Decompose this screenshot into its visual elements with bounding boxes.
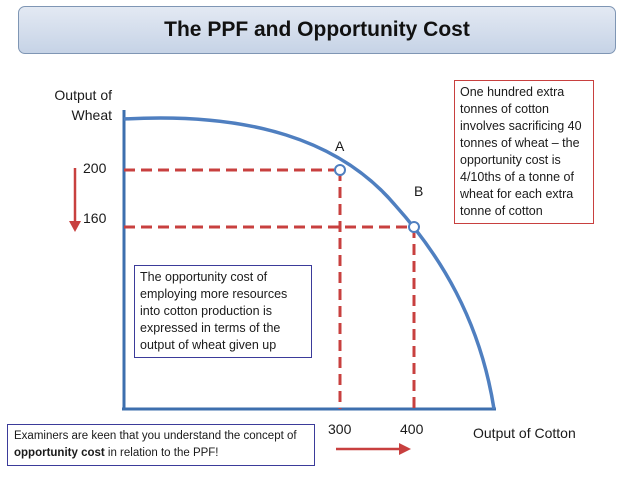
x-tick-400: 400 — [400, 421, 424, 437]
y-axis-label: Output of Wheat — [38, 85, 112, 125]
examiner-tip-text-1: Examiners are keen that you understand t… — [14, 430, 297, 442]
y-axis-label-line2: Wheat — [71, 107, 112, 123]
examiner-tip-bold: opportunity cost — [14, 447, 105, 459]
point-b-marker — [408, 221, 420, 233]
title-banner: The PPF and Opportunity Cost — [18, 6, 616, 54]
down-arrow-head — [69, 221, 81, 232]
x-axis-label: Output of Cotton — [473, 425, 576, 441]
opportunity-cost-definition-note: The opportunity cost of employing more r… — [134, 265, 312, 358]
ppf-curve — [123, 116, 496, 410]
point-a-label: A — [335, 138, 345, 154]
y-axis-label-line1: Output of — [54, 87, 112, 103]
point-b-label: B — [414, 183, 424, 199]
y-tick-200: 200 — [83, 160, 107, 176]
examiner-tip-note: Examiners are keen that you understand t… — [7, 424, 315, 466]
right-arrow-head — [399, 443, 411, 455]
x-tick-300: 300 — [328, 421, 352, 437]
examiner-tip-text-2: in relation to the PPF! — [104, 447, 219, 459]
point-a-marker — [334, 164, 346, 176]
y-tick-160: 160 — [83, 210, 107, 226]
opportunity-cost-calculation-note: One hundred extra tonnes of cotton invol… — [454, 80, 594, 224]
page-title: The PPF and Opportunity Cost — [164, 18, 470, 41]
